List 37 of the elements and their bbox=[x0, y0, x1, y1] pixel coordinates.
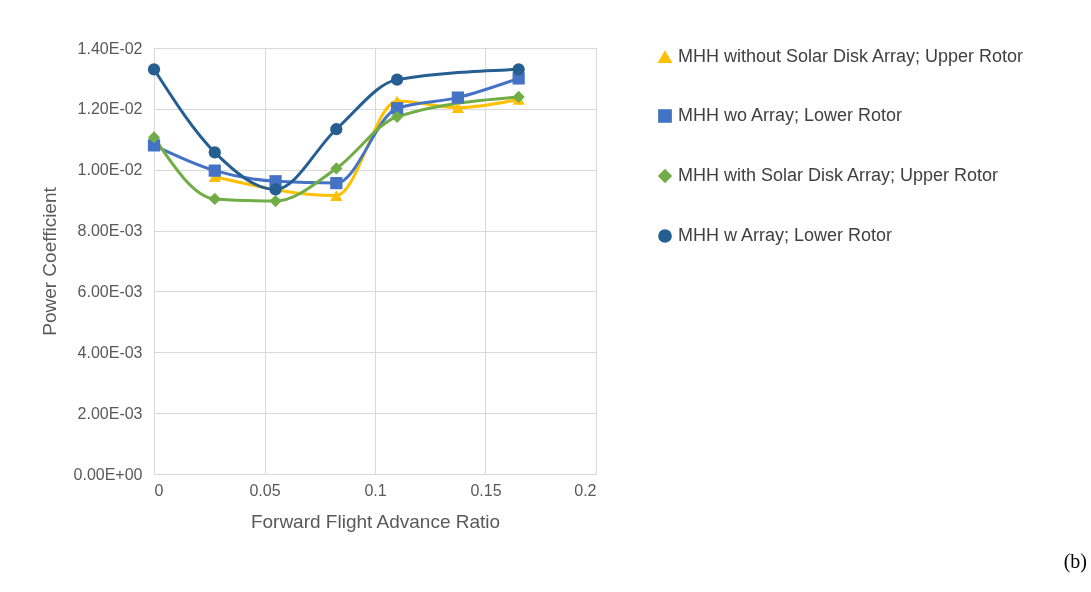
point bbox=[512, 63, 525, 76]
point bbox=[451, 102, 464, 113]
y-tick-label: 1.40E-02 bbox=[77, 39, 143, 57]
legend-label: MHH w Array; Lower Rotor bbox=[678, 225, 893, 245]
point bbox=[330, 190, 343, 201]
legend-label: MHH with Solar Disk Array; Upper Rotor bbox=[678, 165, 999, 185]
point bbox=[330, 162, 343, 175]
x-tick-label: 0.1 bbox=[364, 481, 387, 499]
point bbox=[208, 192, 221, 206]
x-tick-label: 0 bbox=[154, 481, 164, 499]
point bbox=[451, 91, 464, 104]
x-tick-label: 0.15 bbox=[470, 481, 502, 499]
y-tick-label: 6.00E-03 bbox=[77, 282, 143, 300]
y-tick-label: 0.00E+00 bbox=[73, 465, 143, 483]
y-tick-label: 1.00E-02 bbox=[77, 161, 143, 179]
y-tick-label: 1.20E-02 bbox=[77, 100, 143, 118]
point bbox=[512, 90, 525, 104]
y-axis-title: Power Coefficient bbox=[38, 186, 60, 336]
legend-label: MHH without Solar Disk Array; Upper Rotor bbox=[678, 46, 1024, 66]
x-tick-label: 0.05 bbox=[249, 481, 281, 499]
text: (b) bbox=[1063, 550, 1087, 573]
y-tick-label: 8.00E-03 bbox=[77, 222, 143, 240]
point bbox=[269, 194, 282, 208]
point bbox=[147, 131, 161, 144]
x-tick-label: 0.2 bbox=[574, 481, 597, 499]
point bbox=[269, 183, 282, 196]
point bbox=[147, 63, 161, 76]
point bbox=[330, 123, 343, 136]
point bbox=[390, 110, 404, 123]
point bbox=[208, 146, 221, 159]
y-tick-label: 2.00E-03 bbox=[77, 404, 143, 422]
y-tick-label: 4.00E-03 bbox=[77, 343, 143, 361]
legend-label: MHH wo Array; Lower Rotor bbox=[678, 105, 903, 125]
point bbox=[208, 164, 221, 177]
x-axis-title: Forward Flight Advance Ratio bbox=[250, 510, 501, 532]
point bbox=[390, 73, 404, 86]
point bbox=[330, 176, 343, 190]
